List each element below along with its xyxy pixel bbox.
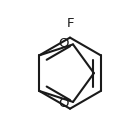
Text: O: O [58, 37, 69, 50]
Text: F: F [66, 17, 74, 30]
Text: O: O [58, 97, 69, 110]
